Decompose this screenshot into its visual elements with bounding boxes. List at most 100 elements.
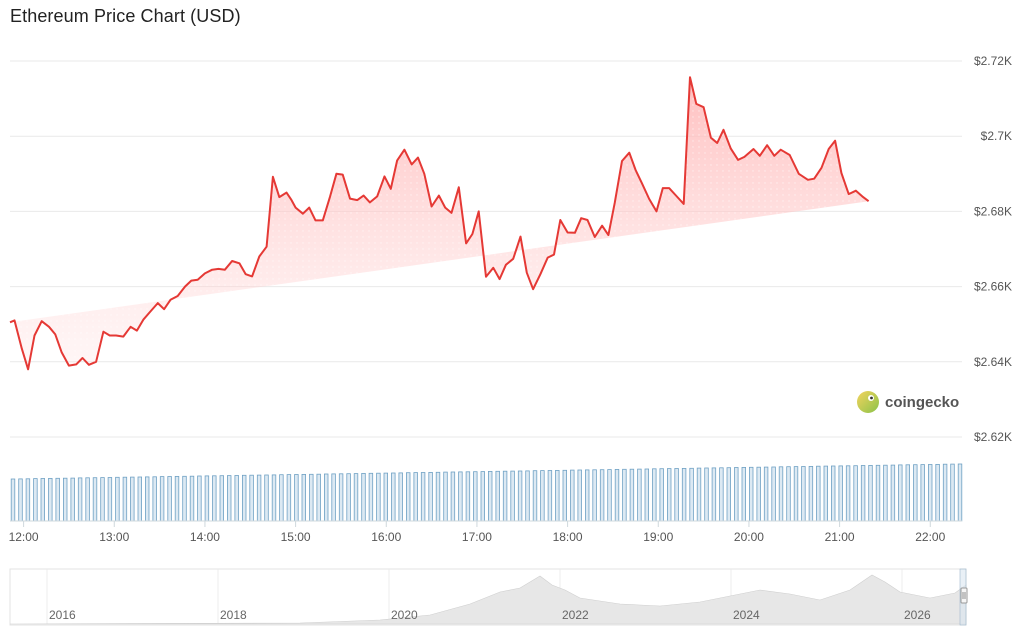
volume-bar xyxy=(517,470,523,522)
volume-bar xyxy=(510,470,515,522)
volume-bar xyxy=(793,466,799,522)
volume-bar xyxy=(85,477,90,522)
volume-bar xyxy=(741,466,746,522)
volume-bar xyxy=(159,476,165,522)
volume-bar xyxy=(286,474,292,522)
volume-bar xyxy=(614,468,620,522)
y-tick-label: $2.64K xyxy=(974,355,1012,369)
volume-bar xyxy=(219,475,224,522)
volume-bar xyxy=(801,466,806,522)
navigator-year-label: 2022 xyxy=(562,608,589,622)
volume-bar xyxy=(10,478,16,522)
volume-bar xyxy=(368,472,374,522)
volume-bar xyxy=(860,465,866,522)
volume-bar xyxy=(599,469,605,522)
volume-bar xyxy=(465,471,471,522)
volume-bar xyxy=(420,472,426,522)
chart-title: Ethereum Price Chart (USD) xyxy=(10,6,241,26)
volume-bar xyxy=(316,473,321,522)
navigator-year-label: 2026 xyxy=(904,608,931,622)
volume-bar xyxy=(607,469,612,522)
coingecko-watermark-text: coingecko xyxy=(885,394,959,411)
volume-bar xyxy=(950,463,955,522)
volume-bar xyxy=(428,471,433,522)
x-tick-label: 13:00 xyxy=(99,530,129,544)
coingecko-logo-pupil-icon xyxy=(870,396,873,400)
volume-bar xyxy=(622,468,627,522)
volume-bar xyxy=(309,473,314,522)
volume-bar xyxy=(659,468,664,522)
y-tick-label: $2.72K xyxy=(974,54,1012,68)
volume-bar xyxy=(495,470,500,522)
volume-bar xyxy=(212,475,217,522)
volume-bar xyxy=(898,464,903,522)
x-tick-label: 19:00 xyxy=(643,530,673,544)
volume-bar xyxy=(689,467,694,522)
volume-bar xyxy=(294,474,299,522)
y-axis: $2.62K $2.64K $2.66K $2.68K $2.7K $2.72K xyxy=(974,54,1012,444)
volume-bar xyxy=(786,466,791,522)
volume-bar xyxy=(435,471,441,522)
volume-bar xyxy=(480,471,485,522)
volume-bars xyxy=(10,463,963,522)
volume-bar xyxy=(629,468,635,522)
volume-bar xyxy=(845,465,851,522)
range-navigator[interactable]: 2016 2018 2020 2022 2024 2026 xyxy=(9,568,968,626)
x-tick-label: 16:00 xyxy=(371,530,401,544)
navigator-year-label: 2020 xyxy=(391,608,418,622)
price-line[interactable] xyxy=(9,76,870,371)
volume-bar xyxy=(137,476,142,522)
volume-bar xyxy=(570,469,575,522)
volume-bar xyxy=(256,474,262,522)
volume-bar xyxy=(592,469,597,522)
volume-bar xyxy=(913,464,918,522)
volume-bar xyxy=(696,467,702,522)
volume-bar xyxy=(40,478,45,522)
volume-bar xyxy=(152,476,157,522)
coingecko-logo-icon xyxy=(857,391,879,413)
volume-bar xyxy=(778,466,784,522)
navigator-history-area xyxy=(9,574,967,625)
volume-bar xyxy=(502,470,508,522)
volume-bar xyxy=(204,475,210,522)
volume-bar xyxy=(935,463,940,522)
x-tick-label: 17:00 xyxy=(462,530,492,544)
volume-bar xyxy=(167,476,172,522)
volume-bar xyxy=(920,464,925,522)
x-tick-label: 15:00 xyxy=(281,530,311,544)
volume-bar xyxy=(48,477,53,522)
volume-bar xyxy=(383,472,388,522)
volume-bar xyxy=(942,463,948,522)
volume-bar xyxy=(868,464,873,522)
volume-bar xyxy=(652,468,657,522)
volume-bar xyxy=(241,474,247,522)
navigator-handle[interactable] xyxy=(960,587,968,604)
volume-bar xyxy=(18,478,23,522)
volume-bar xyxy=(115,476,120,522)
volume-bar xyxy=(540,470,545,522)
volume-bar xyxy=(957,463,963,522)
volume-bar xyxy=(107,477,113,522)
volume-bar xyxy=(376,472,381,522)
volume-bar xyxy=(525,470,530,522)
volume-bar xyxy=(398,472,403,522)
y-tick-label: $2.62K xyxy=(974,430,1012,444)
volume-bar xyxy=(890,464,896,522)
volume-bar xyxy=(816,465,821,522)
volume-bar xyxy=(55,477,60,522)
volume-bar xyxy=(905,464,910,522)
volume-bar xyxy=(711,467,717,522)
volume-bar xyxy=(122,476,128,522)
volume-bar xyxy=(831,465,836,522)
y-tick-label: $2.68K xyxy=(974,204,1012,218)
navigator-year-label: 2024 xyxy=(733,608,760,622)
volume-bar xyxy=(719,467,724,522)
volume-bar xyxy=(25,478,31,522)
volume-bar xyxy=(555,469,560,522)
volume-bar xyxy=(883,464,888,522)
volume-bar xyxy=(100,477,105,522)
y-tick-label: $2.7K xyxy=(981,129,1012,143)
volume-bar xyxy=(726,467,731,522)
volume-bar xyxy=(331,473,336,522)
